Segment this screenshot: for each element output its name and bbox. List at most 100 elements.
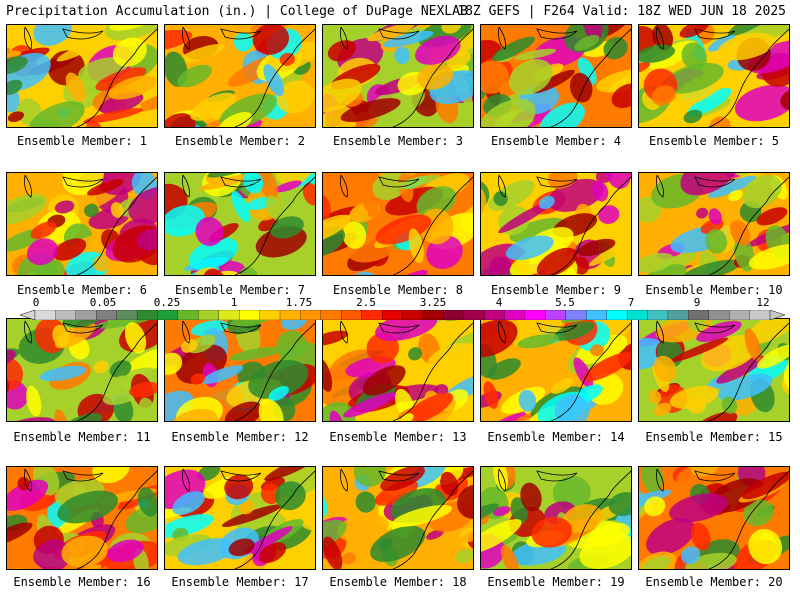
- ensemble-member-label: Ensemble Member: 8: [332, 283, 464, 297]
- ensemble-member-label: Ensemble Member: 16: [13, 575, 151, 589]
- precip-field: [165, 25, 315, 127]
- colorbar-tick-label: 0.05: [89, 296, 117, 309]
- colorbar-segment: [463, 310, 485, 320]
- ensemble-member-label: Ensemble Member: 5: [648, 134, 780, 148]
- ensemble-member-label: Ensemble Member: 18: [329, 575, 467, 589]
- ensemble-member-label: Ensemble Member: 9: [490, 283, 622, 297]
- great-lakes-outline: [182, 26, 262, 50]
- coastline: [76, 176, 157, 275]
- ensemble-map-panel: [322, 24, 474, 128]
- great-lakes-outline: [340, 468, 420, 492]
- colorbar-segment: [320, 310, 342, 320]
- colorbar-segment: [524, 310, 546, 320]
- precip-colorbar: [20, 310, 785, 320]
- ensemble-map-panel: [480, 466, 632, 570]
- great-lakes-outline: [24, 26, 104, 50]
- precip-field: [639, 25, 789, 127]
- ensemble-map-panel: [638, 172, 790, 276]
- ensemble-member-label: Ensemble Member: 1: [16, 134, 148, 148]
- great-lakes-outline: [182, 174, 262, 198]
- colorbar-segment: [565, 310, 587, 320]
- ensemble-map-panel: [6, 318, 158, 422]
- great-lakes-outline: [498, 320, 578, 344]
- colorbar-tick-label: 9: [693, 296, 701, 309]
- colorbar-segment: [647, 310, 669, 320]
- map-title: Precipitation Accumulation (in.) | Colle…: [6, 4, 468, 19]
- precip-field: [7, 173, 157, 275]
- ensemble-member-label: Ensemble Member: 17: [171, 575, 309, 589]
- ensemble-map-panel: [6, 172, 158, 276]
- colorbar-segment: [626, 310, 648, 320]
- ensemble-member-label: Ensemble Member: 12: [171, 430, 309, 444]
- precip-field: [323, 25, 473, 127]
- colorbar-segment: [34, 310, 56, 320]
- colorbar-tick-label: 12: [756, 296, 770, 309]
- precip-field: [165, 319, 315, 421]
- colorbar-segment: [96, 310, 118, 320]
- colorbar-segment: [259, 310, 281, 320]
- great-lakes-outline: [656, 26, 736, 50]
- colorbar-segment: [116, 310, 138, 320]
- colorbar-segment: [708, 310, 730, 320]
- colorbar-segment: [545, 310, 567, 320]
- colorbar-segment: [443, 310, 465, 320]
- colorbar-segment: [75, 310, 97, 320]
- colorbar-min-arrow: [20, 310, 36, 320]
- precip-field: [639, 467, 789, 569]
- coastline: [550, 470, 631, 569]
- precip-field: [481, 25, 631, 127]
- coastline: [550, 28, 631, 127]
- great-lakes-outline: [340, 174, 420, 198]
- precip-field: [481, 319, 631, 421]
- ensemble-member-label: Ensemble Member: 11: [13, 430, 151, 444]
- coastline: [392, 176, 473, 275]
- ensemble-map-panel: [638, 24, 790, 128]
- precip-field: [323, 319, 473, 421]
- colorbar-segment: [361, 310, 383, 320]
- colorbar-segment: [218, 310, 240, 320]
- colorbar-segment: [239, 310, 261, 320]
- precip-field: [165, 173, 315, 275]
- coastline: [234, 322, 315, 421]
- coastline: [76, 322, 157, 421]
- ensemble-map-panel: [480, 318, 632, 422]
- coastline: [708, 28, 789, 127]
- colorbar-tick-label: 1.75: [285, 296, 313, 309]
- ensemble-member-label: Ensemble Member: 14: [487, 430, 625, 444]
- great-lakes-outline: [182, 468, 262, 492]
- precip-field: [639, 173, 789, 275]
- model-valid-time: 18Z GEFS | F264 Valid: 18Z WED JUN 18 20…: [457, 4, 786, 19]
- ensemble-member-label: Ensemble Member: 15: [645, 430, 783, 444]
- coastline: [392, 28, 473, 127]
- precip-field: [165, 467, 315, 569]
- coastline: [708, 322, 789, 421]
- coastline: [708, 176, 789, 275]
- great-lakes-outline: [182, 320, 262, 344]
- precip-field: [639, 319, 789, 421]
- ensemble-member-label: Ensemble Member: 3: [332, 134, 464, 148]
- colorbar-segment: [300, 310, 322, 320]
- great-lakes-outline: [24, 320, 104, 344]
- colorbar-segment: [606, 310, 628, 320]
- ensemble-member-label: Ensemble Member: 7: [174, 283, 306, 297]
- coastline: [392, 322, 473, 421]
- coastline: [234, 470, 315, 569]
- coastline: [234, 28, 315, 127]
- colorbar-segment: [55, 310, 77, 320]
- ensemble-map-panel: [6, 466, 158, 570]
- colorbar-segment: [198, 310, 220, 320]
- colorbar-segment: [729, 310, 751, 320]
- precip-field: [7, 25, 157, 127]
- ensemble-map-panel: [164, 466, 316, 570]
- coastline: [234, 176, 315, 275]
- great-lakes-outline: [340, 26, 420, 50]
- coastline: [550, 176, 631, 275]
- great-lakes-outline: [498, 468, 578, 492]
- ensemble-map-panel: [164, 172, 316, 276]
- coastline: [550, 322, 631, 421]
- colorbar-segment: [157, 310, 179, 320]
- colorbar-tick-label: 3.25: [419, 296, 447, 309]
- colorbar-segment: [749, 310, 771, 320]
- colorbar-segment: [136, 310, 158, 320]
- ensemble-map-panel: [322, 318, 474, 422]
